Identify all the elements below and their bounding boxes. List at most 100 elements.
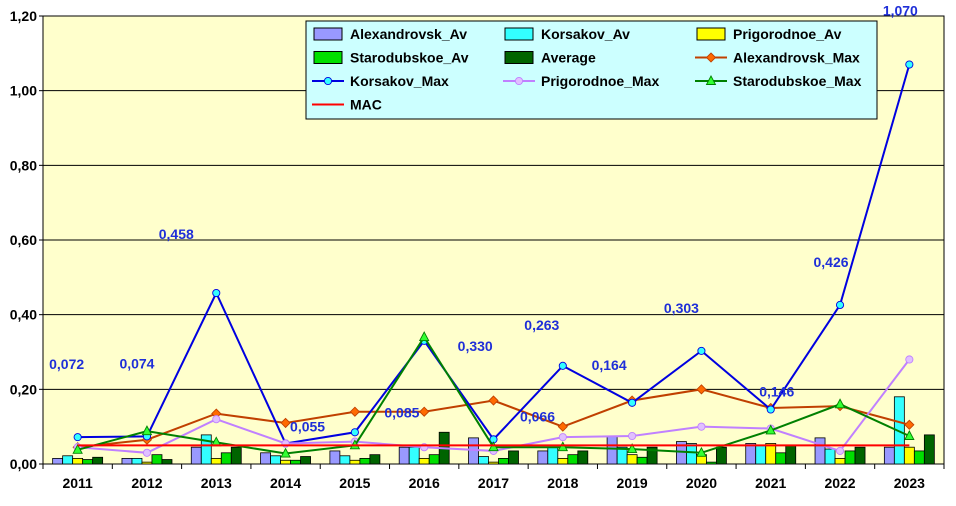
x-tick-label: 2011 <box>62 475 93 491</box>
bar <box>883 446 895 465</box>
bar <box>834 457 846 465</box>
bar <box>329 450 341 465</box>
marker-point <box>697 422 706 431</box>
bar <box>220 452 232 465</box>
marker-point <box>72 443 83 454</box>
marker-point <box>626 443 638 454</box>
legend-entry: Prigorodnoe_Max <box>503 73 659 89</box>
legend-box <box>305 20 878 120</box>
legend-entry: Alexandrovsk_Max <box>695 50 860 66</box>
marker-point <box>765 424 776 435</box>
y-tick-label: 0,40 <box>10 307 37 323</box>
legend-swatch <box>313 51 343 64</box>
marker-point <box>557 421 568 432</box>
bar <box>755 444 767 465</box>
bar <box>230 446 242 465</box>
bar <box>349 459 361 465</box>
legend-label: Prigorodnoe_Max <box>541 73 659 89</box>
marker-point <box>141 425 153 436</box>
data-label: 0,263 <box>524 317 559 333</box>
x-tick-label: 2018 <box>547 475 578 491</box>
x-tick-label: 2019 <box>617 475 648 491</box>
bar <box>151 454 163 465</box>
legend-swatch <box>313 27 343 41</box>
data-label: 0,303 <box>664 300 699 316</box>
bar <box>300 456 311 465</box>
y-tick-label: 1,00 <box>10 83 37 99</box>
bar <box>785 444 797 465</box>
bar <box>636 456 648 465</box>
data-label: 0,085 <box>384 404 419 420</box>
data-label: 1,070 <box>883 3 918 19</box>
bar <box>814 437 826 465</box>
bar <box>369 454 381 465</box>
legend-swatch <box>504 51 534 64</box>
marker-point <box>904 419 915 430</box>
bar <box>716 446 727 465</box>
marker-point <box>905 60 914 69</box>
data-label: 0,458 <box>159 226 194 242</box>
x-tick-label: 2020 <box>686 475 717 491</box>
data-label: 0,330 <box>458 338 493 354</box>
bar <box>418 457 430 465</box>
bar <box>686 443 697 465</box>
legend-label: MAC <box>350 97 382 113</box>
marker-point <box>419 406 430 417</box>
bar <box>903 446 915 465</box>
marker-point <box>696 446 707 457</box>
marker-point <box>212 288 221 298</box>
marker-point <box>905 355 914 364</box>
marker-point <box>514 76 524 86</box>
marker-point <box>696 384 707 395</box>
marker-point <box>835 300 845 310</box>
bar <box>775 452 787 465</box>
data-label: 0,072 <box>49 356 84 372</box>
legend-entry: Prigorodnoe_Av <box>696 26 842 42</box>
data-label: 0,146 <box>759 383 794 399</box>
bar <box>92 456 104 465</box>
legend-label: Prigorodnoe_Av <box>733 26 842 42</box>
bar <box>428 454 440 465</box>
bar <box>82 459 94 465</box>
bar <box>488 461 499 465</box>
bar <box>547 446 559 465</box>
legend-label: Alexandrovsk_Av <box>350 26 467 42</box>
legend-label: Starodubskoe_Av <box>350 50 469 66</box>
bar <box>131 457 143 465</box>
y-tick-label: 0,80 <box>10 157 37 173</box>
marker-point <box>212 415 221 424</box>
bar <box>498 457 509 465</box>
bar <box>52 457 64 465</box>
bar <box>398 446 410 465</box>
bars <box>52 396 935 465</box>
bar <box>923 434 935 465</box>
marker-point <box>834 398 846 409</box>
bar <box>844 450 856 465</box>
lines <box>72 60 915 458</box>
x-tick-label: 2013 <box>201 475 232 491</box>
data-labels: 0,072 0,074 0,458 0,055 0,085 0,330 0,066 0,263… <box>49 3 918 435</box>
marker-point <box>705 75 717 85</box>
marker-point <box>697 346 706 355</box>
marker-point <box>557 441 569 452</box>
bar <box>190 446 202 465</box>
bar <box>200 434 212 465</box>
data-label: 0,426 <box>814 254 849 270</box>
x-tick-label: 2022 <box>824 475 855 491</box>
bar <box>280 459 291 465</box>
bar <box>537 450 549 465</box>
bar <box>646 446 658 465</box>
bar <box>210 457 222 465</box>
marker-point <box>558 361 567 370</box>
y-tick-label: 0,00 <box>10 456 37 472</box>
bar <box>913 450 925 465</box>
bar <box>745 443 757 465</box>
bar <box>72 457 84 465</box>
marker-point <box>418 331 430 342</box>
legend-label: Korsakov_Av <box>541 26 630 42</box>
bar <box>339 455 351 465</box>
legend-label: Average <box>541 50 596 66</box>
marker-point <box>142 448 152 457</box>
x-tick-label: 2014 <box>270 475 301 491</box>
